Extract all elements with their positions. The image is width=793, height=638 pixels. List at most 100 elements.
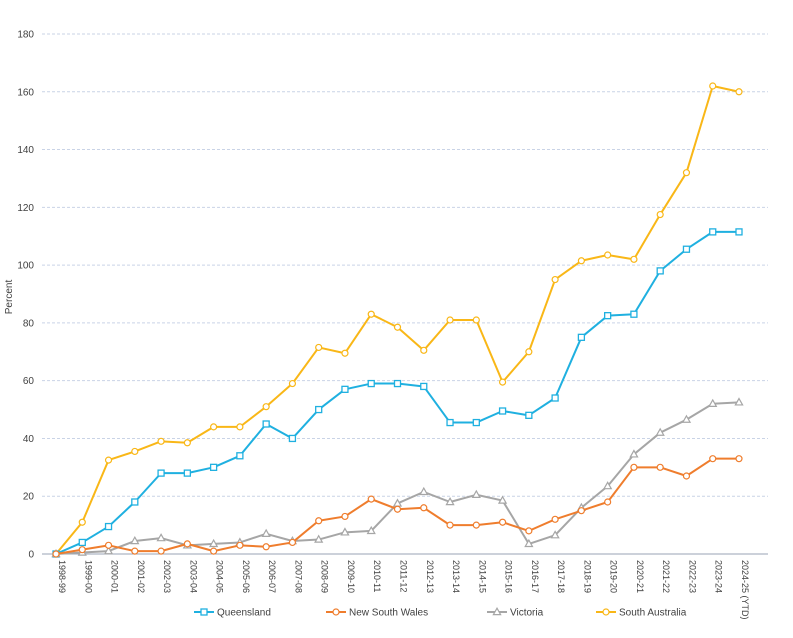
data-point-marker bbox=[472, 316, 480, 324]
x-tick-label: 1999-00 bbox=[83, 560, 93, 593]
data-point-marker bbox=[157, 469, 165, 477]
data-point-marker bbox=[236, 452, 244, 460]
legend-item: Victoria bbox=[487, 606, 544, 619]
data-point-marker bbox=[78, 518, 86, 526]
data-point-marker bbox=[52, 550, 60, 558]
series-line bbox=[55, 85, 740, 555]
x-tick-label: 2019-20 bbox=[609, 560, 619, 593]
series-line bbox=[55, 401, 740, 555]
data-point-marker bbox=[341, 385, 349, 393]
data-point-marker bbox=[551, 515, 559, 523]
x-tick-label: 2018-19 bbox=[582, 560, 592, 593]
data-point-marker bbox=[103, 546, 114, 555]
data-point-marker bbox=[208, 538, 219, 548]
data-point-marker bbox=[104, 522, 113, 531]
data-point-marker bbox=[288, 434, 297, 443]
data-point-marker bbox=[200, 608, 208, 616]
data-point-marker bbox=[682, 245, 691, 253]
data-point-marker bbox=[209, 463, 218, 471]
data-point-marker bbox=[446, 418, 454, 427]
data-point-marker bbox=[446, 316, 454, 324]
data-point-marker bbox=[446, 521, 454, 529]
data-point-marker bbox=[341, 512, 349, 521]
data-point-marker bbox=[315, 343, 323, 352]
data-point-marker bbox=[183, 540, 191, 548]
y-tick-label: 100 bbox=[17, 261, 34, 272]
data-point-marker bbox=[471, 489, 481, 498]
legend-label: South Australia bbox=[619, 608, 687, 619]
x-tick-label: 2000-01 bbox=[110, 560, 120, 593]
data-point-marker bbox=[420, 382, 428, 391]
data-point-marker bbox=[709, 228, 717, 236]
data-point-marker bbox=[420, 346, 428, 354]
legend-item: New South Wales bbox=[326, 608, 428, 619]
data-point-marker bbox=[78, 538, 86, 547]
data-point-marker bbox=[656, 463, 664, 471]
y-tick-label: 160 bbox=[17, 87, 34, 98]
legend-label: New South Wales bbox=[349, 608, 428, 619]
data-point-marker bbox=[577, 333, 586, 341]
data-point-marker bbox=[157, 547, 165, 555]
series-new-south-wales bbox=[52, 455, 743, 558]
x-tick-label: 2013-14 bbox=[451, 560, 461, 593]
x-tick-label: 2004-05 bbox=[215, 560, 225, 593]
data-point-marker bbox=[735, 455, 743, 463]
data-point-marker bbox=[603, 481, 613, 490]
x-tick-label: 2016-17 bbox=[530, 560, 540, 593]
data-point-marker bbox=[366, 525, 376, 535]
data-point-marker bbox=[288, 379, 297, 388]
x-tick-label: 2020-21 bbox=[635, 560, 645, 593]
x-tick-label: 2011-12 bbox=[399, 560, 409, 592]
series-lines bbox=[51, 82, 744, 558]
data-point-marker bbox=[604, 251, 612, 259]
data-point-marker bbox=[340, 527, 350, 536]
data-point-marker bbox=[656, 210, 664, 219]
data-point-marker bbox=[682, 472, 691, 480]
data-point-marker bbox=[709, 455, 717, 463]
data-point-marker bbox=[104, 541, 113, 549]
data-point-marker bbox=[709, 82, 717, 90]
x-tick-label: 2012-13 bbox=[425, 560, 435, 593]
data-point-marker bbox=[419, 486, 429, 496]
x-tick-label: 2009-10 bbox=[346, 560, 356, 593]
data-point-marker bbox=[156, 533, 166, 542]
data-point-marker bbox=[656, 267, 664, 275]
data-point-marker bbox=[577, 257, 585, 265]
data-point-marker bbox=[420, 504, 428, 512]
data-point-marker bbox=[525, 348, 533, 356]
x-tick-label: 2022-23 bbox=[687, 560, 697, 593]
data-point-marker bbox=[262, 543, 270, 551]
data-point-marker bbox=[735, 88, 743, 96]
data-point-marker bbox=[525, 527, 533, 535]
data-point-marker bbox=[131, 447, 139, 456]
y-tick-label: 180 bbox=[17, 30, 34, 41]
data-point-marker bbox=[629, 449, 639, 458]
x-tick-label: 2008-09 bbox=[320, 560, 330, 593]
y-tick-label: 40 bbox=[23, 434, 35, 445]
data-point-marker bbox=[130, 535, 140, 545]
data-point-marker bbox=[604, 498, 612, 506]
x-tick-label: 2014-15 bbox=[477, 560, 487, 593]
data-point-marker bbox=[472, 418, 480, 427]
x-tick-label: 2005-06 bbox=[241, 560, 251, 593]
data-point-marker bbox=[183, 439, 191, 447]
data-point-marker bbox=[630, 255, 638, 263]
y-axis-label: Percent bbox=[4, 280, 15, 315]
y-tick-label: 120 bbox=[17, 203, 34, 214]
data-point-marker bbox=[315, 517, 323, 525]
data-point-marker bbox=[367, 310, 375, 318]
data-point-marker bbox=[492, 606, 502, 616]
data-point-marker bbox=[210, 423, 218, 431]
data-point-marker bbox=[262, 403, 270, 411]
data-point-marker bbox=[551, 275, 559, 284]
x-tick-label: 2006-07 bbox=[267, 560, 277, 593]
x-tick-label: 2007-08 bbox=[293, 560, 303, 593]
data-point-marker bbox=[104, 456, 113, 464]
data-point-marker bbox=[472, 521, 480, 529]
legend-item: Queensland bbox=[194, 608, 271, 619]
x-tick-label: 2001-02 bbox=[136, 560, 146, 593]
data-point-marker bbox=[498, 407, 507, 415]
data-point-marker bbox=[314, 534, 324, 543]
data-point-marker bbox=[332, 608, 340, 616]
